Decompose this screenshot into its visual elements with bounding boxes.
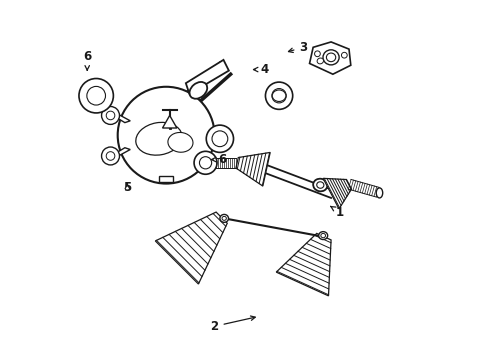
Circle shape — [266, 82, 293, 109]
Circle shape — [87, 86, 105, 105]
Ellipse shape — [222, 216, 226, 220]
Ellipse shape — [195, 154, 216, 172]
Ellipse shape — [313, 179, 327, 191]
Ellipse shape — [190, 82, 207, 99]
Ellipse shape — [376, 188, 383, 198]
Ellipse shape — [220, 215, 228, 222]
Ellipse shape — [326, 53, 336, 62]
Polygon shape — [107, 148, 130, 160]
Ellipse shape — [321, 233, 325, 238]
Circle shape — [106, 152, 115, 160]
Text: 2: 2 — [211, 316, 255, 333]
Text: 5: 5 — [123, 181, 131, 194]
Ellipse shape — [168, 132, 193, 152]
Ellipse shape — [317, 58, 323, 64]
Ellipse shape — [318, 231, 328, 239]
Text: 1: 1 — [331, 206, 344, 219]
Circle shape — [106, 111, 115, 120]
Ellipse shape — [323, 50, 339, 65]
Polygon shape — [155, 212, 227, 284]
Ellipse shape — [317, 182, 324, 188]
Text: 4: 4 — [253, 63, 269, 76]
Circle shape — [194, 151, 217, 174]
Text: 6: 6 — [83, 50, 91, 70]
Text: 6: 6 — [212, 153, 227, 166]
Polygon shape — [276, 233, 331, 296]
Polygon shape — [323, 178, 351, 209]
Circle shape — [342, 52, 347, 58]
Ellipse shape — [268, 86, 291, 105]
Polygon shape — [236, 152, 270, 186]
Circle shape — [315, 51, 320, 57]
Polygon shape — [107, 110, 130, 123]
Ellipse shape — [272, 90, 286, 102]
Circle shape — [118, 87, 215, 184]
Polygon shape — [159, 176, 173, 182]
Polygon shape — [163, 116, 177, 128]
Circle shape — [206, 125, 234, 152]
Circle shape — [79, 78, 113, 113]
Circle shape — [199, 157, 212, 169]
Polygon shape — [310, 42, 351, 74]
Circle shape — [101, 107, 120, 125]
Circle shape — [212, 131, 228, 147]
Ellipse shape — [136, 122, 182, 155]
Circle shape — [272, 89, 286, 103]
Circle shape — [101, 147, 120, 165]
Text: 3: 3 — [289, 41, 308, 54]
Polygon shape — [186, 60, 229, 94]
